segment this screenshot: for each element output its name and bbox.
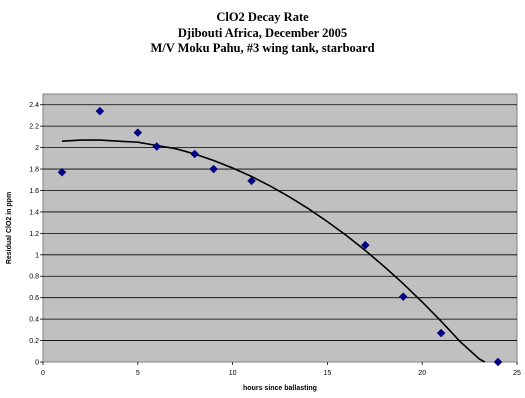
y-tick-label: 2 [35, 145, 39, 152]
y-tick-label: 0.4 [29, 317, 39, 324]
chart-title: ClO2 Decay Rate Djibouti Africa, Decembe… [0, 10, 525, 57]
data-point [95, 106, 105, 116]
y-tick-label: 1.4 [29, 209, 39, 216]
x-tick-label: 0 [41, 370, 45, 377]
x-tick-label: 25 [513, 370, 521, 377]
y-tick-label: 2.2 [29, 124, 39, 131]
y-tick-label: 0 [35, 360, 39, 367]
y-tick-label: 0.8 [29, 274, 39, 281]
trendline [61, 139, 486, 363]
x-axis-ticks: 0 5 10 15 20 25 [41, 362, 521, 377]
chart-subtitle-vessel: M/V Moku Pahu, #3 wing tank, starboard [150, 41, 375, 55]
y-tick-label: 0.6 [29, 295, 39, 302]
y-tick-label: 1.8 [29, 167, 39, 174]
data-point [133, 128, 143, 137]
grid-lines [43, 104, 517, 341]
chart-subtitle-location: Djibouti Africa, December 2005 [177, 25, 348, 40]
data-point [152, 142, 162, 151]
y-axis-title: Residual ClO2 in ppm [6, 192, 13, 264]
y-tick-label: 1 [35, 252, 39, 259]
data-point [247, 176, 256, 186]
x-tick-label: 20 [418, 370, 426, 377]
x-axis-title: hours since ballasting [243, 385, 317, 392]
data-point [57, 167, 67, 177]
y-tick-label: 1.6 [29, 188, 39, 195]
x-tick-label: 15 [324, 370, 332, 377]
plot-area [42, 93, 518, 363]
data-point [493, 357, 503, 367]
y-tick-label: 1.2 [29, 231, 39, 238]
y-tick-label: 2.4 [29, 102, 39, 109]
data-point [209, 164, 218, 174]
y-axis-ticks: 0 0.2 0.4 0.6 0.8 1 1.2 1.4 1.6 1.8 2 2.2 2.4 [29, 102, 43, 367]
chart-title-line: ClO2 Decay Rate [216, 10, 309, 24]
data-point [398, 292, 408, 301]
data-point [360, 240, 370, 250]
data-point [436, 328, 446, 338]
x-tick-label: 10 [229, 370, 237, 377]
data-point [190, 149, 200, 159]
x-tick-label: 5 [136, 370, 140, 377]
data-points [57, 106, 503, 367]
y-tick-label: 0.2 [29, 338, 39, 345]
